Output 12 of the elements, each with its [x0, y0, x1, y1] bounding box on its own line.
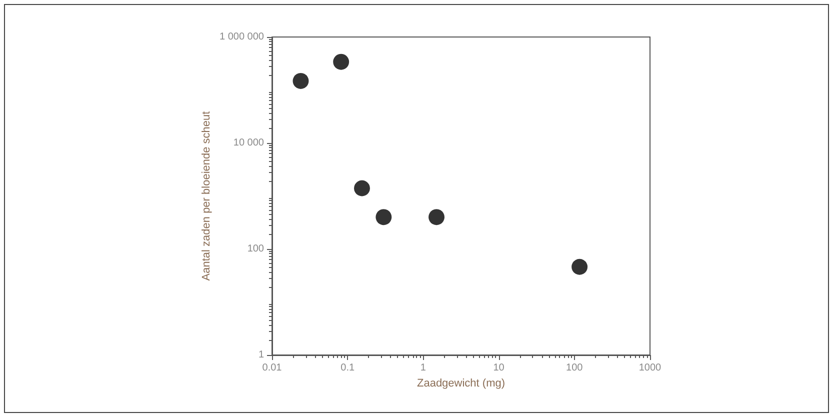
y-axis-title: Aantal zaden per bloeiende scheut	[200, 111, 212, 281]
x-tick-label: 100	[566, 362, 584, 374]
y-tick-label: 1 000 000	[220, 32, 264, 42]
x-tick-label: 1	[420, 362, 426, 374]
x-tick-label: 0.01	[262, 362, 282, 374]
y-tick-label: 100	[247, 244, 264, 254]
x-tick-label: 0.1	[340, 362, 355, 374]
x-tick-label: 1000	[638, 362, 662, 374]
y-tick-label: 10 000	[233, 138, 264, 148]
x-axis-title: Zaadgewicht (mg)	[416, 377, 506, 390]
y-tick-label: 1	[258, 350, 264, 360]
x-tick-label: 10	[493, 362, 505, 374]
